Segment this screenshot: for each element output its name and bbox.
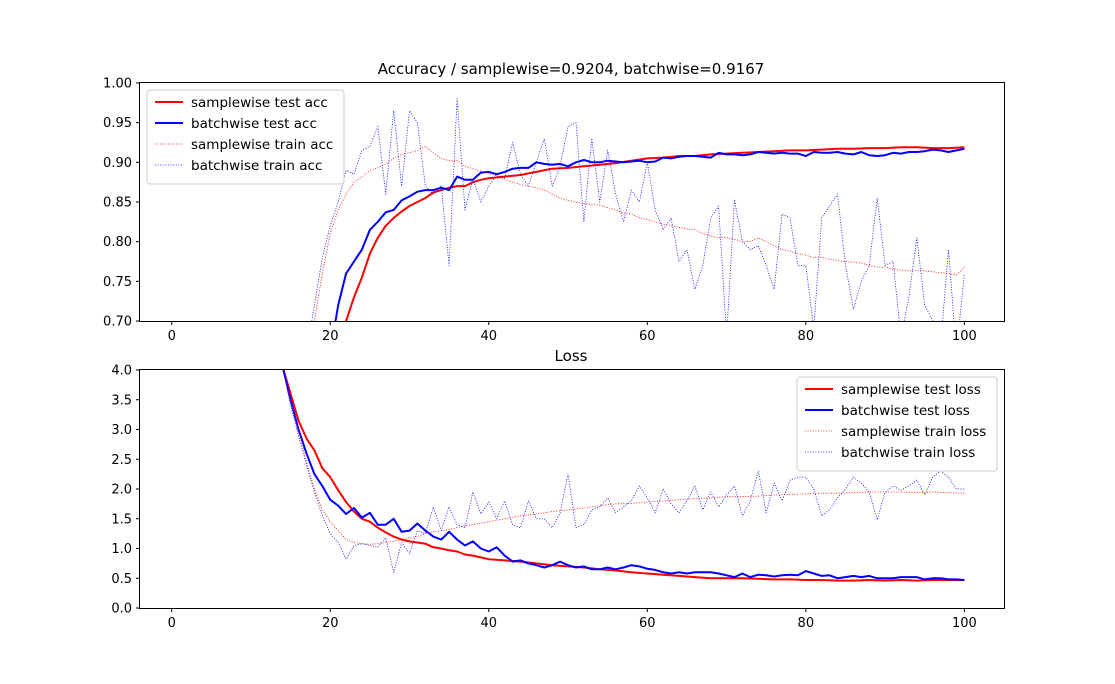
loss-y-tick-label-5: 2.5 <box>111 453 132 468</box>
loss-y-tick-label-2: 1.0 <box>111 542 132 557</box>
loss-y-tick-label-8: 4.0 <box>111 364 132 379</box>
accuracy-x-tick-label-5: 100 <box>952 329 977 344</box>
loss-y-tick-label-3: 1.5 <box>111 512 132 527</box>
loss-y-tick-label-0: 0.0 <box>111 602 132 617</box>
loss-y-tick-label-1: 0.5 <box>111 572 132 587</box>
loss-x-tick-label-3: 60 <box>639 616 656 631</box>
accuracy-legend-label-3: samplewise train acc <box>191 137 333 153</box>
loss-series-3-line <box>283 370 965 545</box>
loss-series-1-line <box>282 370 965 582</box>
loss-panel: Loss 0 20 40 60 80 100 0.0 0.5 1.0 1.5 2.0 2.5 3.0 3.… <box>111 347 1005 632</box>
loss-legend-label-1: samplewise test loss <box>841 382 981 398</box>
loss-series-4-line <box>282 370 965 573</box>
accuracy-x-tick-label-0: 0 <box>168 329 176 344</box>
accuracy-title: Accuracy / samplewise=0.9204, batchwise=… <box>378 60 765 78</box>
accuracy-legend: samplewise test acc batchwise test acc sam… <box>146 89 345 185</box>
accuracy-legend-label-1: samplewise test acc <box>191 95 328 111</box>
loss-y-tick-label-4: 2.0 <box>111 483 132 498</box>
accuracy-series-1-line <box>345 146 965 321</box>
loss-x-tick-label-5: 100 <box>952 616 977 631</box>
accuracy-series-4-line <box>311 98 965 321</box>
loss-y-tick-label-6: 3.0 <box>111 423 132 438</box>
accuracy-lines <box>311 98 965 321</box>
loss-legend-label-2: batchwise test loss <box>841 403 970 419</box>
accuracy-legend-box <box>146 89 345 185</box>
loss-legend-label-3: samplewise train loss <box>841 424 986 440</box>
accuracy-x-tick-label-3: 60 <box>639 329 656 344</box>
accuracy-ticks: 0 20 40 60 80 100 0.70 0.75 0.80 0.85 0.90 0.95 1.00 <box>103 77 977 345</box>
accuracy-legend-label-2: batchwise test acc <box>191 116 317 132</box>
loss-legend-box <box>796 376 998 472</box>
accuracy-x-tick-label-4: 80 <box>798 329 815 344</box>
accuracy-legend-label-4: batchwise train acc <box>191 158 322 174</box>
loss-lines <box>282 370 965 582</box>
loss-x-tick-label-0: 0 <box>168 616 176 631</box>
accuracy-y-tick-label-0: 0.70 <box>103 315 132 330</box>
loss-legend-label-4: batchwise train loss <box>841 445 975 461</box>
accuracy-y-tick-label-1: 0.75 <box>103 275 132 290</box>
accuracy-series-2-line <box>334 147 965 321</box>
accuracy-panel: Accuracy / samplewise=0.9204, batchwise=… <box>103 60 1005 345</box>
accuracy-y-tick-label-2: 0.80 <box>103 235 132 250</box>
loss-y-tick-label-7: 3.5 <box>111 393 132 408</box>
accuracy-x-tick-label-1: 20 <box>322 329 339 344</box>
loss-x-tick-label-1: 20 <box>322 616 339 631</box>
loss-legend: samplewise test loss batchwise test loss s… <box>796 376 998 472</box>
loss-x-tick-label-4: 80 <box>798 616 815 631</box>
accuracy-y-tick-label-4: 0.90 <box>103 156 132 171</box>
accuracy-y-tick-label-6: 1.00 <box>103 77 132 92</box>
accuracy-y-tick-label-3: 0.85 <box>103 196 132 211</box>
loss-ticks: 0 20 40 60 80 100 0.0 0.5 1.0 1.5 2.0 2.5 3.0 3.5 4.0 <box>111 364 976 632</box>
accuracy-y-tick-label-5: 0.95 <box>103 116 132 131</box>
loss-title: Loss <box>555 347 588 365</box>
accuracy-x-tick-label-2: 40 <box>480 329 497 344</box>
loss-x-tick-label-2: 40 <box>480 616 497 631</box>
loss-series-2-line <box>282 370 965 581</box>
